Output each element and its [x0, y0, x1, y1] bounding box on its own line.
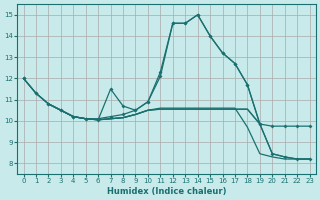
X-axis label: Humidex (Indice chaleur): Humidex (Indice chaleur) [107, 187, 226, 196]
